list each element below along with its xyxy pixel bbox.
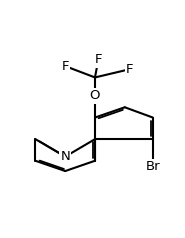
Text: O: O bbox=[90, 89, 100, 102]
Text: F: F bbox=[61, 60, 69, 73]
Text: F: F bbox=[126, 63, 133, 76]
Text: Br: Br bbox=[146, 160, 160, 174]
Text: N: N bbox=[60, 150, 70, 163]
Text: F: F bbox=[95, 54, 102, 66]
